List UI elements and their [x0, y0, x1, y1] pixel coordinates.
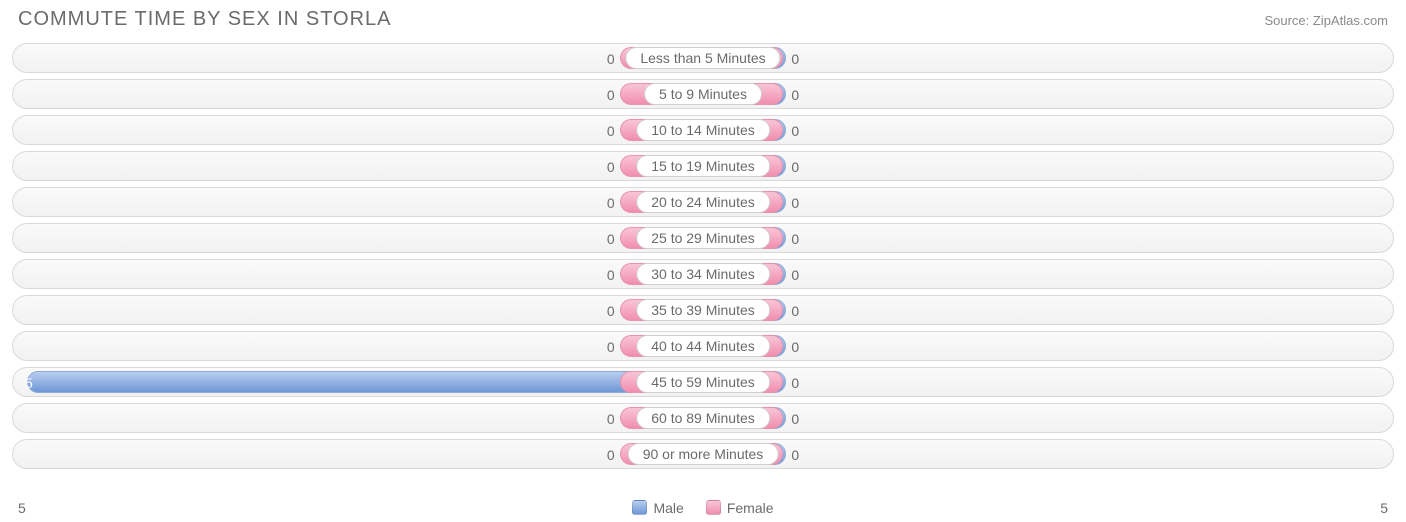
female-value: 0: [791, 188, 799, 218]
female-value: 0: [791, 260, 799, 290]
chart-row: 15 to 19 Minutes 0 0: [12, 151, 1394, 181]
chart-row: 90 or more Minutes 0 0: [12, 439, 1394, 469]
male-value: 0: [607, 332, 615, 362]
category-label: 45 to 59 Minutes: [636, 371, 770, 393]
female-value: 0: [791, 44, 799, 74]
female-swatch-icon: [706, 500, 721, 515]
chart-source: Source: ZipAtlas.com: [1264, 13, 1388, 28]
category-label: 10 to 14 Minutes: [636, 119, 770, 141]
category-label: 15 to 19 Minutes: [636, 155, 770, 177]
chart-row: Less than 5 Minutes 0 0: [12, 43, 1394, 73]
category-label: 30 to 34 Minutes: [636, 263, 770, 285]
chart-row: 40 to 44 Minutes 0 0: [12, 331, 1394, 361]
male-value: 0: [607, 296, 615, 326]
chart-body: Less than 5 Minutes005 to 9 Minutes0010 …: [0, 35, 1406, 469]
category-label: 35 to 39 Minutes: [636, 299, 770, 321]
category-label: 5 to 9 Minutes: [644, 83, 762, 105]
female-value: 0: [791, 368, 799, 398]
chart-row: 25 to 29 Minutes 0 0: [12, 223, 1394, 253]
category-label: 20 to 24 Minutes: [636, 191, 770, 213]
female-value: 0: [791, 116, 799, 146]
male-value: 0: [607, 116, 615, 146]
category-label: 60 to 89 Minutes: [636, 407, 770, 429]
female-value: 0: [791, 152, 799, 182]
axis-label-right: 5: [1380, 500, 1388, 516]
category-label: 90 or more Minutes: [628, 443, 779, 465]
chart-row: 10 to 14 Minutes 0 0: [12, 115, 1394, 145]
female-value: 0: [791, 296, 799, 326]
axis-label-left: 5: [18, 500, 26, 516]
chart-row: 30 to 34 Minutes 0 0: [12, 259, 1394, 289]
chart-row: 60 to 89 Minutes 0 0: [12, 403, 1394, 433]
male-value: 0: [607, 404, 615, 434]
chart-row: 35 to 39 Minutes 0 0: [12, 295, 1394, 325]
chart-title: COMMUTE TIME BY SEX IN STORLA: [18, 8, 392, 31]
legend-item-male: Male: [632, 500, 683, 516]
male-value: 0: [607, 440, 615, 470]
male-value: 5: [25, 368, 33, 398]
chart-row: 5 to 9 Minutes 0 0: [12, 79, 1394, 109]
chart-header: COMMUTE TIME BY SEX IN STORLA Source: Zi…: [0, 0, 1406, 35]
chart-row: 20 to 24 Minutes 0 0: [12, 187, 1394, 217]
male-swatch-icon: [632, 500, 647, 515]
female-value: 0: [791, 440, 799, 470]
female-value: 0: [791, 332, 799, 362]
chart-footer: 5 Male Female 5: [0, 500, 1406, 516]
category-label: 25 to 29 Minutes: [636, 227, 770, 249]
female-value: 0: [791, 224, 799, 254]
category-label: Less than 5 Minutes: [625, 47, 780, 69]
male-value: 0: [607, 152, 615, 182]
male-value: 0: [607, 260, 615, 290]
male-value: 0: [607, 44, 615, 74]
female-value: 0: [791, 404, 799, 434]
male-value: 0: [607, 188, 615, 218]
male-value: 0: [607, 80, 615, 110]
category-label: 40 to 44 Minutes: [636, 335, 770, 357]
legend: Male Female: [632, 500, 773, 516]
legend-female-label: Female: [727, 500, 774, 516]
female-value: 0: [791, 80, 799, 110]
legend-item-female: Female: [706, 500, 774, 516]
chart-row: 45 to 59 Minutes 5 0: [12, 367, 1394, 397]
legend-male-label: Male: [653, 500, 683, 516]
male-value: 0: [607, 224, 615, 254]
